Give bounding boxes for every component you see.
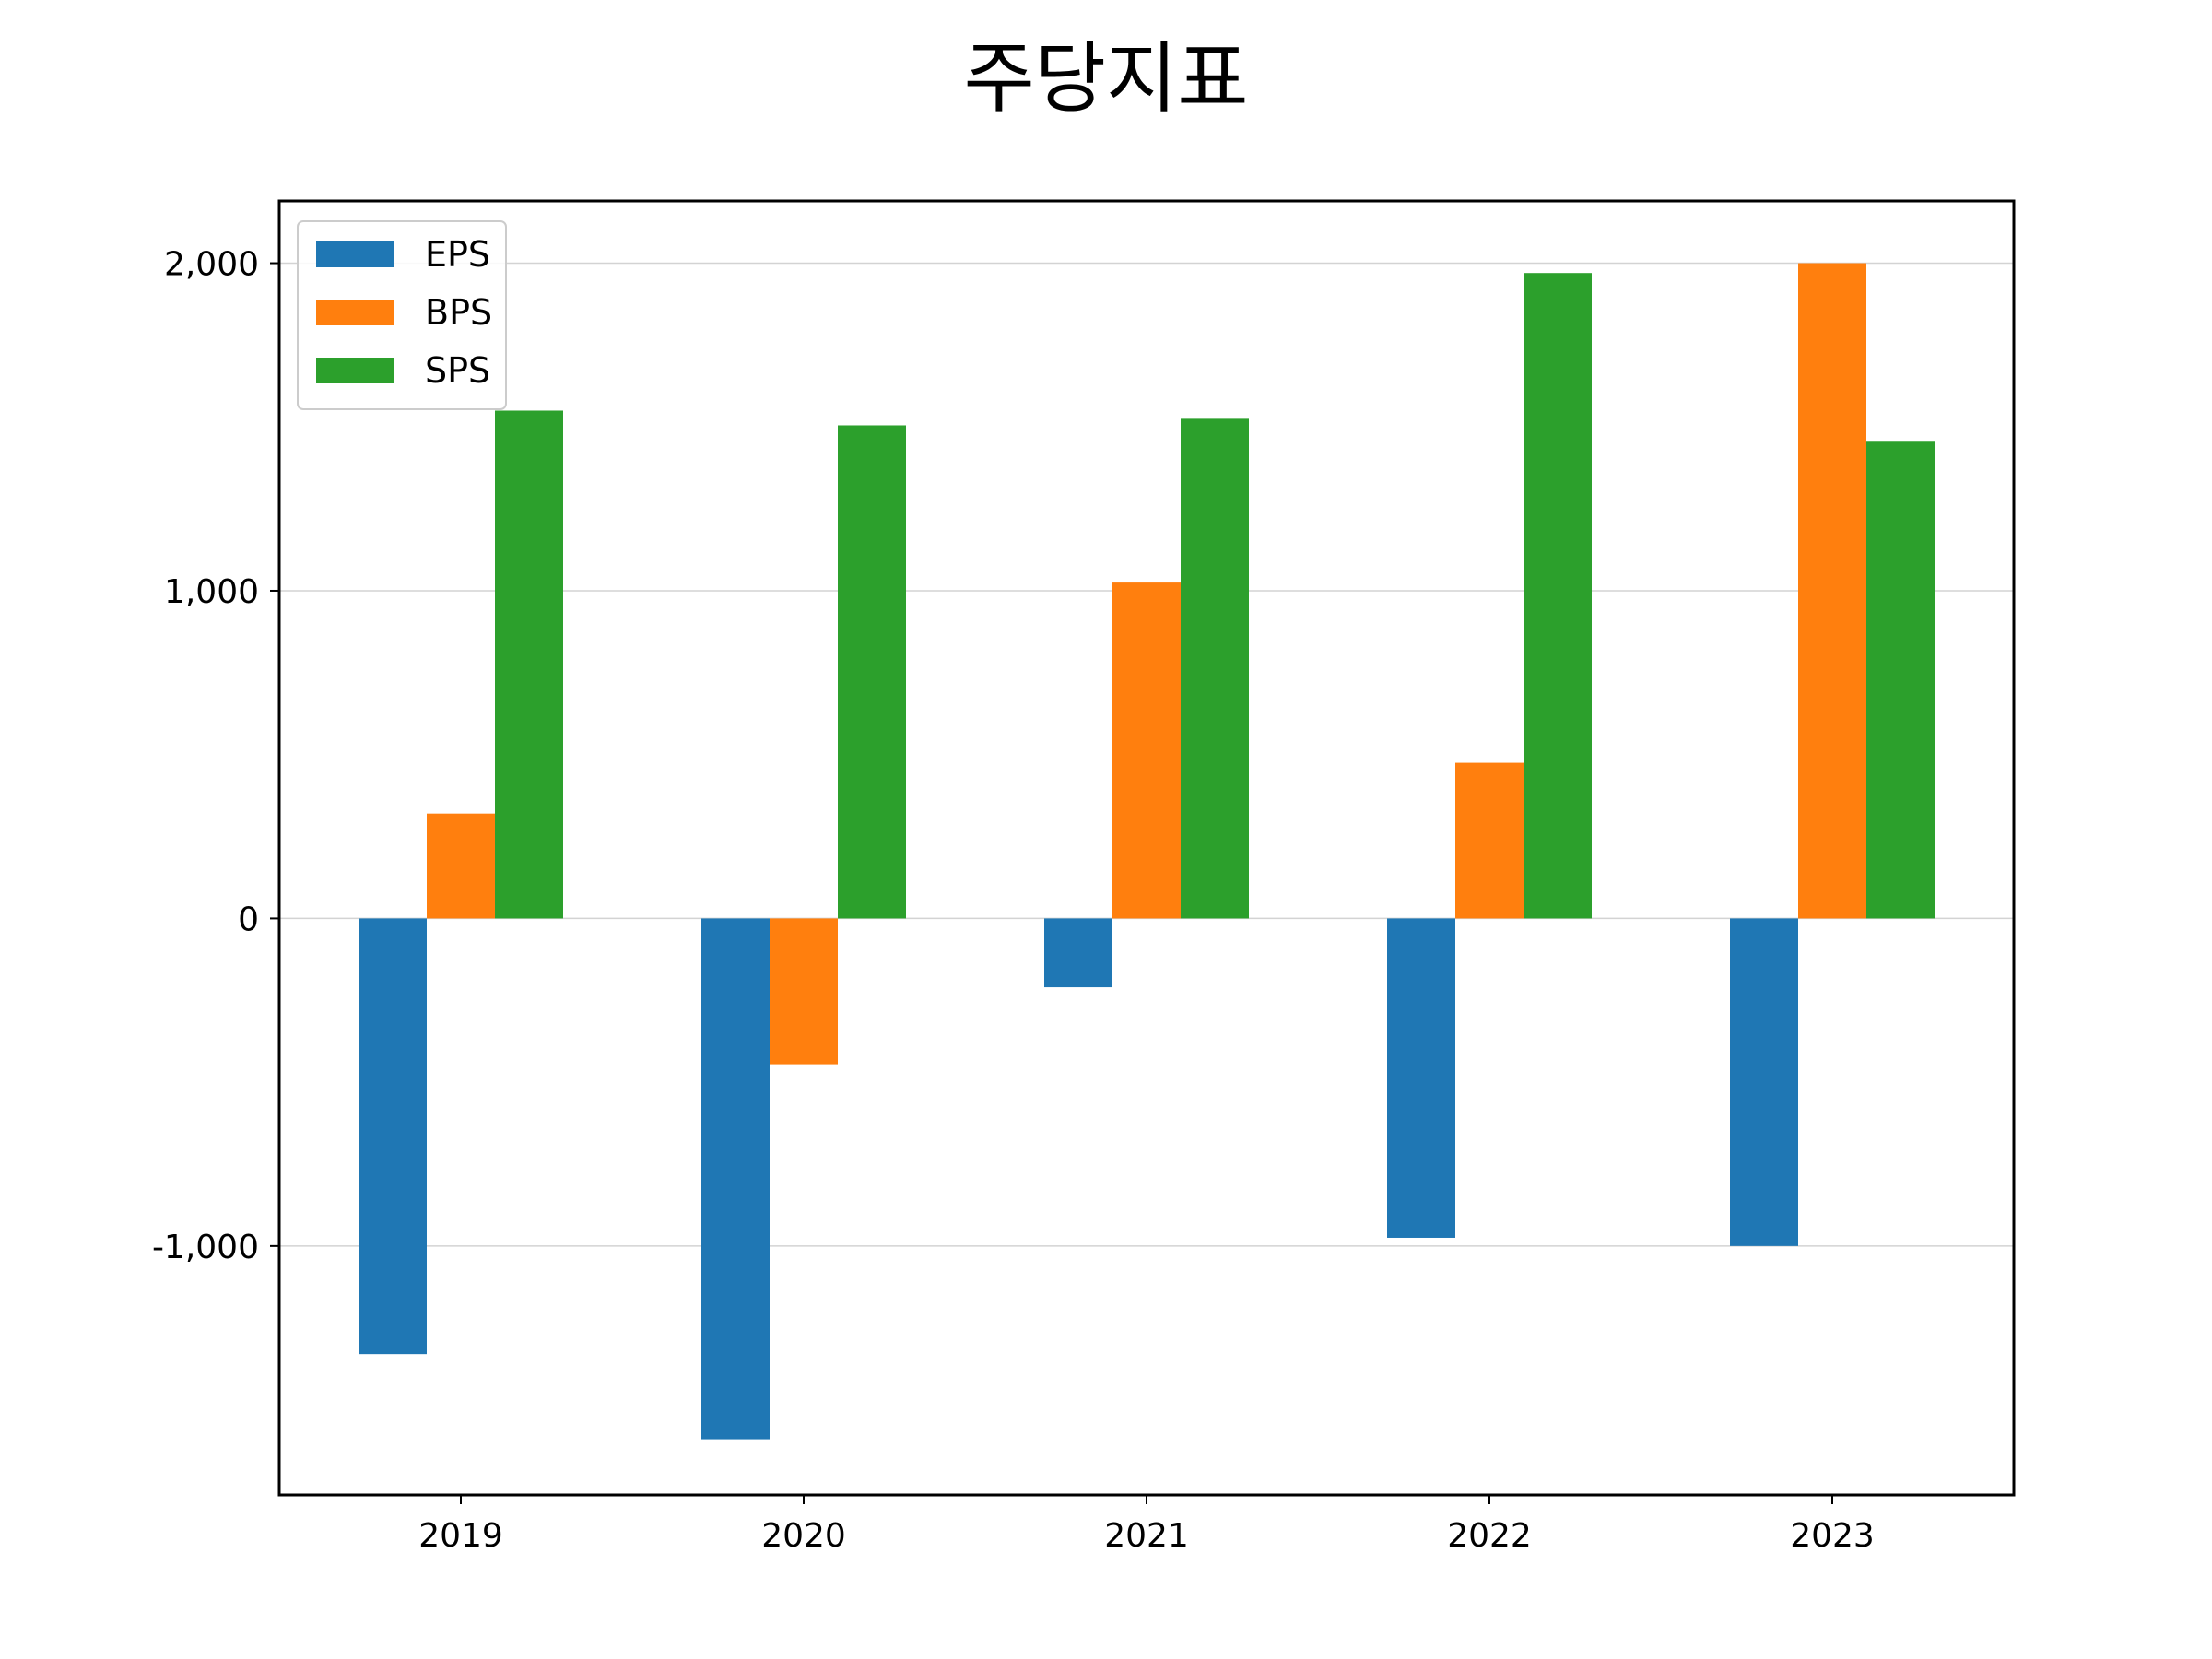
x-tick-label-2022: 2022 [1447, 1517, 1532, 1555]
bar-sps-2020 [838, 425, 906, 919]
y-tick-label: 1,000 [164, 573, 259, 611]
bar-eps-2020 [701, 918, 770, 1440]
x-tick-label-2020: 2020 [761, 1517, 846, 1555]
legend-label-bps: BPS [425, 292, 492, 333]
legend-swatch-sps [316, 358, 394, 383]
x-axis: 2019 2020 2021 2022 2023 [418, 1495, 1875, 1555]
y-tick-label: -1,000 [152, 1229, 259, 1266]
bar-eps-2021 [1044, 918, 1112, 988]
legend: EPS BPS SPS [297, 220, 507, 410]
legend-swatch-eps [316, 241, 394, 267]
bar-eps-2023 [1730, 918, 1798, 1246]
bar-bps-2020 [770, 918, 838, 1065]
legend-swatch-bps [316, 300, 394, 325]
legend-label-eps: EPS [425, 234, 490, 275]
x-tick-label-2019: 2019 [418, 1517, 503, 1555]
bar-bps-2023 [1798, 263, 1866, 919]
bar-sps-2019 [495, 410, 563, 919]
bar-bps-2021 [1112, 582, 1181, 919]
x-tick-label-2021: 2021 [1104, 1517, 1189, 1555]
bars [359, 263, 1935, 1440]
bar-eps-2022 [1387, 918, 1455, 1238]
bar-bps-2022 [1455, 762, 1524, 919]
bar-eps-2019 [359, 918, 427, 1355]
y-tick-label: 0 [238, 900, 259, 938]
y-axis: -1,000 0 1,000 2,000 [152, 246, 279, 1266]
legend-label-sps: SPS [425, 350, 490, 391]
y-tick-label: 2,000 [164, 246, 259, 284]
chart-title: 주당지표 [963, 33, 1249, 124]
bar-bps-2019 [427, 813, 495, 919]
bar-sps-2023 [1866, 441, 1935, 919]
x-tick-label-2023: 2023 [1790, 1517, 1875, 1555]
bar-sps-2021 [1181, 418, 1249, 919]
bar-sps-2022 [1524, 273, 1592, 919]
